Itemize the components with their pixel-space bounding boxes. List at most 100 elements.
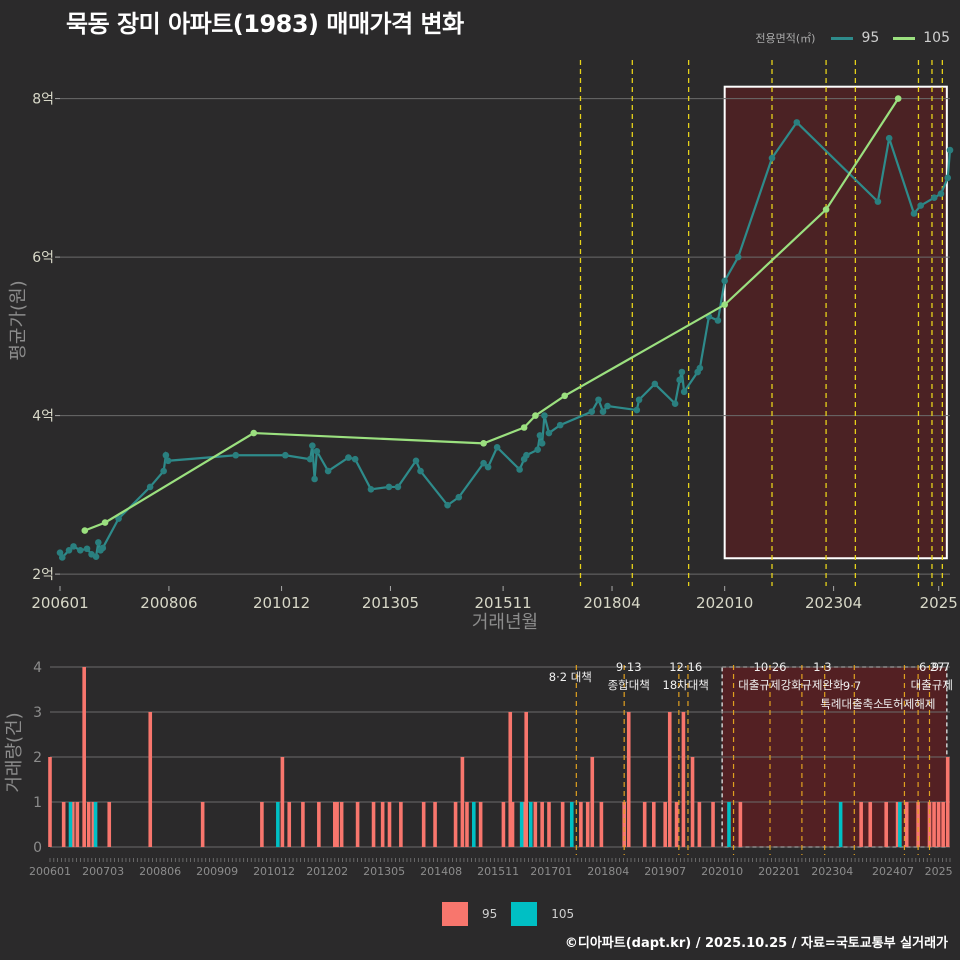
series-95-point bbox=[595, 396, 602, 404]
series-95-point bbox=[917, 202, 925, 209]
series-105-point bbox=[250, 429, 258, 437]
volume-bar-95 bbox=[681, 712, 686, 847]
volume-bar-95 bbox=[533, 802, 538, 847]
series-95-point bbox=[678, 368, 686, 376]
volume-bar-95 bbox=[667, 712, 672, 847]
y-tick-label: 8억 bbox=[32, 92, 54, 108]
volume-bar-95 bbox=[895, 802, 900, 847]
volume-x-tick-label: 202407 bbox=[872, 865, 914, 878]
x-tick-label: 201804 bbox=[583, 594, 640, 612]
volume-bar-95 bbox=[280, 757, 285, 847]
volume-bar-95 bbox=[579, 802, 583, 847]
series-105-point bbox=[561, 392, 569, 400]
volume-bar-95 bbox=[82, 667, 86, 847]
series-105-point bbox=[81, 527, 89, 534]
series-95-point bbox=[651, 380, 659, 388]
x-tick-label: 201305 bbox=[362, 594, 419, 612]
series-95-point bbox=[146, 483, 154, 491]
volume-bar-95 bbox=[599, 802, 604, 847]
series-95-point bbox=[910, 210, 918, 217]
series-95-point bbox=[70, 543, 77, 550]
highlight-box bbox=[723, 85, 948, 560]
policy-annotation: 18차대책 bbox=[663, 678, 709, 692]
series-95-point bbox=[309, 442, 316, 450]
volume-bar-95 bbox=[945, 757, 950, 847]
series-95-point bbox=[484, 463, 492, 471]
volume-bar-105 bbox=[519, 802, 524, 847]
legend-bar-item-95[interactable]: 95 bbox=[442, 902, 497, 926]
volume-bar-95 bbox=[642, 802, 647, 847]
volume-bar-95 bbox=[200, 802, 205, 847]
series-95-point bbox=[455, 493, 463, 501]
volume-x-tick-label: 201511 bbox=[477, 865, 519, 878]
volume-bar-95 bbox=[711, 802, 715, 847]
y-tick-label: 4억 bbox=[32, 409, 54, 425]
volume-x-tick-label: 200601 bbox=[29, 865, 71, 878]
volume-bar-95 bbox=[626, 712, 631, 847]
series-95-point bbox=[721, 277, 728, 285]
policy-annotation: 8·2 대책 bbox=[549, 670, 592, 684]
chart-title: 묵동 장미 아파트(1983) 매매가격 변화 bbox=[66, 10, 464, 38]
series-95-point bbox=[311, 475, 318, 483]
series-105-point bbox=[721, 301, 728, 308]
y-tick-label: 6억 bbox=[32, 250, 54, 266]
legend-item-95[interactable]: 95 bbox=[831, 30, 879, 46]
volume-bar-95 bbox=[884, 802, 889, 847]
series-95-point bbox=[635, 396, 643, 404]
series-105-point bbox=[822, 206, 830, 213]
volume-bar-95 bbox=[61, 802, 66, 847]
series-95-point bbox=[885, 134, 893, 142]
volume-bar-95 bbox=[260, 802, 264, 847]
policy-annotation: 9·13 bbox=[616, 660, 642, 674]
volume-bar-105 bbox=[838, 802, 843, 847]
policy-annotation: 대출규제강화 bbox=[738, 678, 802, 692]
volume-bar-95 bbox=[936, 802, 941, 847]
volume-bar-95 bbox=[433, 802, 437, 847]
series-95-point bbox=[412, 457, 420, 465]
volume-bar-95 bbox=[339, 802, 344, 847]
volume-bar-95 bbox=[335, 802, 339, 847]
policy-annotation: 특례대출축소 bbox=[820, 697, 883, 711]
volume-bar-105 bbox=[569, 802, 574, 847]
volume-y-tick-label: 0 bbox=[33, 840, 42, 856]
series-95-point bbox=[937, 190, 945, 197]
volume-bar-95 bbox=[690, 757, 695, 847]
x-tick-label: 202010 bbox=[696, 594, 753, 612]
series-95-point bbox=[83, 545, 91, 553]
series-95-point bbox=[676, 376, 683, 384]
footer-credit: ©디아파트(dapt.kr) / 2025.10.25 / 자료=국토교통부 실… bbox=[564, 936, 948, 951]
series-95-point bbox=[480, 459, 487, 467]
policy-annotation: 토허제해제 bbox=[883, 697, 936, 711]
volume-bar-95 bbox=[70, 802, 75, 847]
policy-annotation: 대출규제 bbox=[911, 678, 953, 692]
volume-x-tick-label: 201804 bbox=[587, 865, 629, 878]
volume-bar-95 bbox=[301, 802, 305, 847]
series-105-point bbox=[532, 412, 539, 419]
volume-bar-95 bbox=[738, 802, 743, 847]
series-95-point bbox=[164, 457, 172, 465]
series-95-point bbox=[541, 412, 548, 419]
y-axis-title: 평균가(원) bbox=[8, 280, 29, 360]
legend-line-swatch-105 bbox=[893, 36, 916, 40]
series-105-point bbox=[101, 519, 109, 526]
volume-y-tick-label: 1 bbox=[33, 795, 42, 811]
y-tick-label: 2억 bbox=[32, 567, 54, 583]
volume-bar-105 bbox=[68, 802, 73, 847]
volume-bar-95 bbox=[387, 802, 392, 847]
volume-bar-105 bbox=[528, 802, 533, 847]
series-95-point bbox=[538, 440, 546, 447]
volume-x-tick-label: 201012 bbox=[253, 865, 295, 878]
x-axis-title: 거래년월 bbox=[472, 612, 538, 633]
volume-y-tick-label: 3 bbox=[33, 705, 42, 721]
legend-label-95: 95 bbox=[861, 30, 880, 46]
volume-bar-95 bbox=[651, 802, 656, 847]
series-105-line bbox=[84, 97, 900, 532]
series-95-point bbox=[534, 446, 541, 453]
volume-bar-105 bbox=[898, 802, 902, 847]
legend-bar-item-105[interactable]: 105 bbox=[511, 902, 574, 926]
volume-x-tick-label: 201701 bbox=[530, 865, 572, 878]
volume-bar-95 bbox=[75, 802, 80, 847]
legend-item-105[interactable]: 105 bbox=[893, 30, 950, 46]
volume-y-axis-title: 거래량(건) bbox=[4, 712, 25, 792]
volume-x-tick-label: 202304 bbox=[811, 865, 853, 878]
